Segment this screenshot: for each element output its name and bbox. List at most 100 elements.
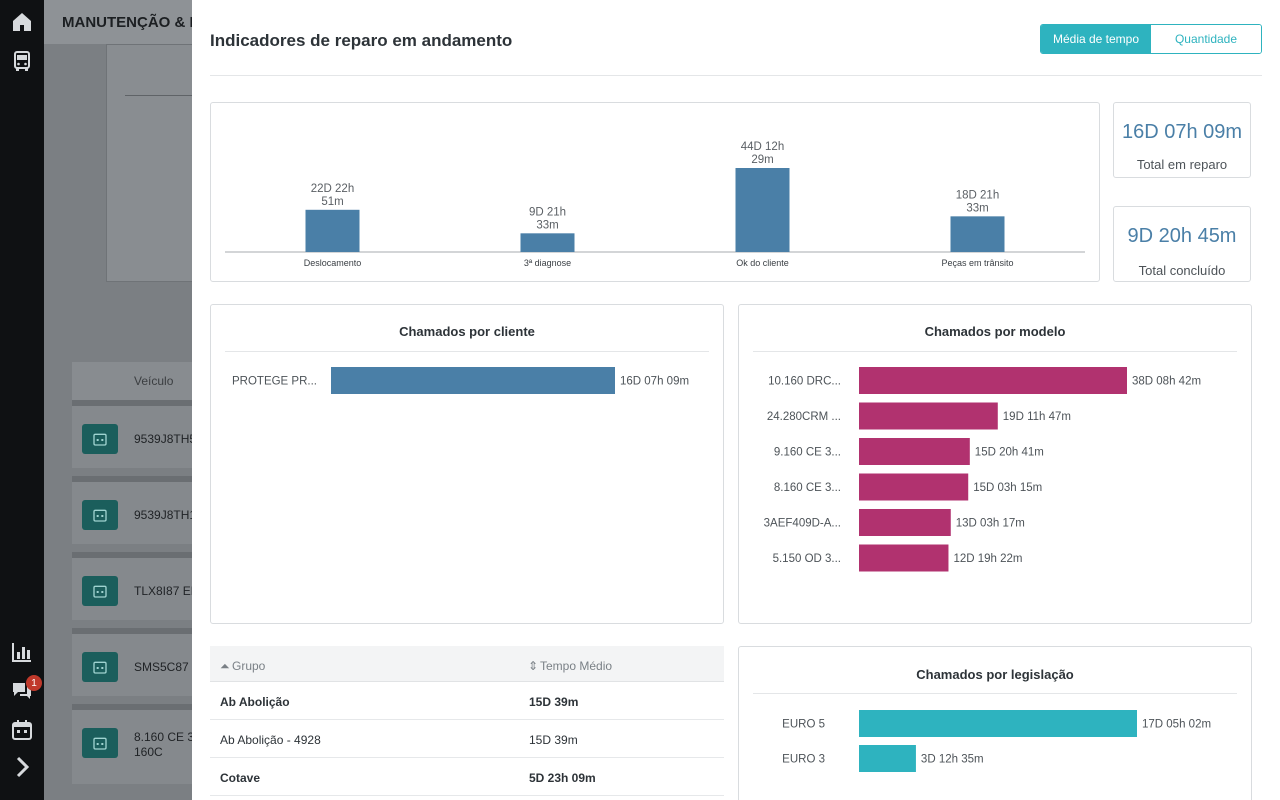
- bar[interactable]: [859, 509, 951, 536]
- data-label: 13D 03h 17m: [956, 518, 1025, 530]
- group-table: ⏶ Grupo ⇕ Tempo Médio Ab Abolição 15D 39…: [210, 646, 724, 796]
- kpi-card-total-repair: 16D 07h 09m Total em reparo: [1113, 102, 1251, 178]
- kpi-value: 9D 20h 45m: [1127, 225, 1237, 247]
- bar[interactable]: [859, 402, 998, 430]
- toggle-quantity[interactable]: Quantidade: [1151, 25, 1261, 53]
- header-divider: [210, 75, 1262, 76]
- bar[interactable]: [859, 473, 969, 501]
- cell-time: 15D 39m: [529, 733, 578, 747]
- background-row-text: 8.160 CE 39 160C: [134, 730, 192, 759]
- data-label: 18D 21h: [956, 189, 999, 201]
- kpi-card-total-done: 9D 20h 45m Total concluído: [1113, 206, 1251, 282]
- bar[interactable]: [331, 367, 615, 394]
- cell-group: Cotave: [220, 771, 261, 785]
- background-table-header: Veículo: [72, 362, 192, 400]
- background-table-header-label: Veículo: [134, 374, 174, 388]
- model-chart-title: Chamados por modelo: [924, 324, 1066, 339]
- calendar-icon: [82, 576, 118, 606]
- cell-group: Ab Abolição - 4928: [220, 733, 321, 747]
- legislation-bar-chart: EURO 5 17D 05h 02m EURO 3 3D 12h 35m: [782, 710, 1211, 772]
- background-header: MANUTENÇÃO & RE: [44, 0, 192, 44]
- cell-group: Ab Abolição: [220, 695, 290, 709]
- background-page: MANUTENÇÃO & RE Veículo 9539J8TH5 9539J8…: [44, 0, 192, 800]
- column-header-time[interactable]: Tempo Médio: [540, 659, 613, 673]
- column-header-group[interactable]: Grupo: [232, 659, 266, 673]
- data-label: 51m: [321, 196, 343, 208]
- category-label: EURO 3: [782, 754, 825, 766]
- category-label: Deslocamento: [304, 258, 362, 268]
- data-label: 15D 20h 41m: [975, 447, 1044, 459]
- calendar-icon[interactable]: [9, 717, 35, 743]
- bar[interactable]: [859, 745, 916, 772]
- sort-icon[interactable]: ⇕: [528, 659, 539, 673]
- category-label: 9.160 CE 3...: [774, 447, 841, 459]
- background-title: MANUTENÇÃO & RE: [62, 14, 192, 31]
- client-chart-card: Chamados por cliente PROTEGE PR... 16D 07…: [210, 304, 724, 624]
- cell-time: 5D 23h 09m: [529, 771, 596, 785]
- table-row[interactable]: Ab Abolição 15D 39m: [210, 682, 724, 720]
- data-label: 44D 12h: [741, 141, 784, 153]
- background-row: 9539J8TH5: [72, 400, 192, 468]
- category-label: 3AEF409D-A...: [764, 518, 841, 530]
- category-label: Peças em trânsito: [941, 258, 1013, 268]
- category-label: 10.160 DRC...: [768, 376, 841, 388]
- client-chart-title: Chamados por cliente: [399, 324, 535, 339]
- background-row-text: 9539J8TH1: [134, 508, 192, 522]
- indicators-panel: Indicadores de reparo em andamento Média…: [192, 0, 1280, 800]
- background-row: 9539J8TH1: [72, 476, 192, 544]
- data-label: 12D 19h 22m: [953, 553, 1022, 565]
- table-header: ⏶ Grupo ⇕ Tempo Médio: [210, 646, 724, 682]
- chat-icon[interactable]: [9, 678, 35, 704]
- model-chart-card: Chamados por modelo 10.160 DRC... 38D 08h…: [738, 304, 1252, 624]
- kpi-label: Total concluído: [1138, 263, 1226, 278]
- stage-chart-card: 22D 22h 51m Deslocamento 9D 21h 33m 3ª diagno…: [210, 102, 1100, 282]
- data-label: 19D 11h 47m: [1003, 411, 1071, 423]
- data-label: 38D 08h 42m: [1132, 376, 1201, 388]
- background-row-text: SMS5C87: [134, 660, 189, 674]
- kpi-value: 16D 07h 09m: [1121, 121, 1243, 143]
- bar[interactable]: [305, 209, 360, 252]
- model-bar-chart: 10.160 DRC... 38D 08h 42m 24.280CRM ... 19D…: [764, 367, 1201, 572]
- data-label: 15D 03h 15m: [973, 482, 1042, 494]
- bar[interactable]: [859, 544, 949, 572]
- data-label: 9D 21h: [529, 206, 566, 218]
- category-label: EURO 5: [782, 719, 825, 731]
- data-label: 33m: [966, 202, 988, 214]
- bar[interactable]: [859, 367, 1127, 394]
- legislation-chart-card: Chamados por legislação EURO 5 17D 05h 02…: [738, 646, 1252, 800]
- bus-icon[interactable]: [9, 48, 35, 74]
- cell-time: 15D 39m: [529, 695, 579, 709]
- calendar-icon: [82, 500, 118, 530]
- data-label: 17D 05h 02m: [1142, 719, 1211, 731]
- home-icon[interactable]: [9, 9, 35, 35]
- bar-chart-icon[interactable]: [9, 639, 35, 665]
- bar[interactable]: [735, 168, 790, 252]
- data-label: 33m: [536, 219, 558, 231]
- table-row[interactable]: Ab Abolição - 4928 15D 39m: [210, 720, 724, 758]
- chevron-right-icon[interactable]: [9, 754, 35, 780]
- calendar-icon: [82, 652, 118, 682]
- client-bar-chart: PROTEGE PR... 16D 07h 09m: [232, 367, 689, 394]
- data-label: 22D 22h: [311, 183, 354, 195]
- bar[interactable]: [520, 233, 575, 252]
- background-row: SMS5C87: [72, 628, 192, 696]
- bar[interactable]: [950, 216, 1005, 252]
- bar[interactable]: [859, 438, 970, 465]
- table-row[interactable]: Cotave 5D 23h 09m: [210, 758, 724, 796]
- calendar-icon: [82, 728, 118, 758]
- bar[interactable]: [859, 710, 1137, 737]
- kpi-label: Total em reparo: [1136, 157, 1228, 172]
- chat-badge: 1: [26, 675, 42, 691]
- calendar-icon: [82, 424, 118, 454]
- legislation-chart-title: Chamados por legislação: [916, 667, 1074, 682]
- metric-toggle: Média de tempo Quantidade: [1040, 24, 1262, 54]
- category-label: 24.280CRM ...: [767, 411, 841, 423]
- data-label: 29m: [751, 154, 773, 166]
- background-row: 8.160 CE 39 160C: [72, 704, 192, 784]
- category-label: 5.150 OD 3...: [773, 553, 841, 565]
- sort-asc-icon[interactable]: ⏶: [220, 659, 230, 673]
- toggle-average-time[interactable]: Média de tempo: [1041, 25, 1151, 53]
- category-label: PROTEGE PR...: [232, 376, 317, 388]
